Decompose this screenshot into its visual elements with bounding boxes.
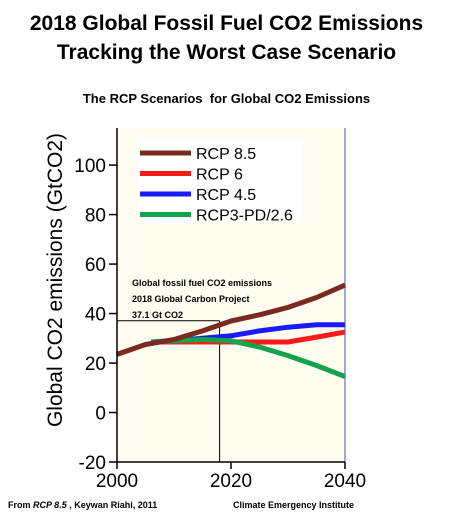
y-tick-label: 40 (85, 305, 106, 326)
legend-label-1: RCP 8.5 (196, 146, 256, 163)
source-title: RCP 8.5 (33, 500, 67, 510)
chart-title: 2018 Global Fossil Fuel CO2 Emissions (29, 12, 424, 35)
y-tick-label: 80 (85, 206, 106, 227)
chart-title-line-2: Tracking the Worst Case Scenario (56, 41, 397, 64)
chart-subtitle: The RCP Scenarios for Global CO2 Emissio… (82, 91, 371, 106)
annotation-line-1: Global fossil fuel CO2 emissions (132, 278, 272, 288)
rcp-line-chart: Global fossil fuel CO2 emissions 2018 Glo… (44, 128, 366, 492)
credit-label: Climate Emergency Institute (233, 500, 355, 510)
x-tick-label: 2040 (324, 471, 366, 492)
annotation-line-2: 2018 Global Carbon Project (132, 294, 250, 304)
y-tick-label: 60 (85, 255, 106, 276)
x-tick-label: 2020 (210, 471, 252, 492)
source-citation: From RCP 8.5 , Keywan Riahi, 2011 (8, 500, 157, 510)
annotation-line-3: 37.1 Gt CO2 (132, 310, 183, 320)
series-line-rcp-8-5 (116, 282, 346, 357)
y-tick-label: -20 (79, 453, 106, 474)
legend-label-2: RCP 6 (196, 167, 243, 184)
y-tick-label: 0 (95, 404, 106, 425)
series-line-rcp3-pd-2-6 (151, 337, 346, 379)
y-axis-title: Global CO2 emissions (GtCO2) (44, 133, 67, 427)
y-tick-label: 100 (74, 156, 106, 177)
y-tick-label: 20 (85, 354, 106, 375)
legend-label-3: RCP 4.5 (196, 187, 256, 204)
source-prefix: From (8, 500, 34, 510)
source-rest: , Keywan Riahi, 2011 (66, 500, 158, 510)
legend-label-4: RCP3-PD/2.6 (196, 208, 293, 225)
x-tick-label: 2000 (96, 471, 138, 492)
